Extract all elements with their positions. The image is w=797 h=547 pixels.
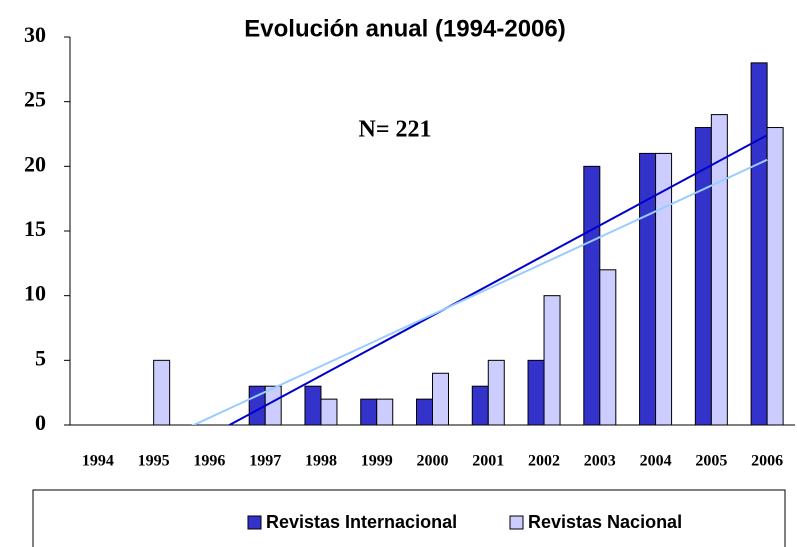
bar (527, 359, 545, 426)
y-tick-label: 30 (24, 22, 46, 47)
bar (750, 62, 768, 426)
legend-label: Revistas Nacional (528, 512, 682, 532)
bar (304, 385, 322, 426)
annotation: N= 221 (358, 117, 431, 143)
x-tick-label: 1994 (82, 453, 114, 470)
y-tick-label: 20 (24, 151, 46, 176)
bar (639, 152, 657, 426)
x-tick-label: 2005 (695, 453, 727, 470)
y-tick-label: 25 (24, 87, 46, 112)
bar (583, 165, 601, 426)
bar (360, 398, 378, 426)
bar (543, 295, 561, 426)
x-tick-label: 1998 (305, 453, 337, 470)
y-tick-label: 15 (24, 216, 46, 241)
trendline (191, 158, 768, 425)
y-tick-label: 5 (35, 345, 46, 370)
chart-title: Evolución anual (1994-2006) (244, 15, 565, 42)
legend-box (32, 489, 786, 547)
x-tick-label: 2004 (640, 453, 672, 470)
x-tick-label: 2003 (584, 453, 616, 470)
x-tick-label: 1999 (361, 453, 393, 470)
x-tick-label: 1995 (138, 453, 170, 470)
bar (320, 398, 338, 426)
legend-swatch (509, 515, 524, 530)
bar (487, 359, 505, 426)
y-tick-label: 0 (35, 410, 46, 435)
bar (766, 127, 784, 426)
x-tick-label: 2001 (472, 453, 504, 470)
x-tick-label: 1997 (249, 453, 281, 470)
x-tick-label: 2006 (751, 453, 783, 470)
bar (264, 385, 282, 426)
bar (599, 269, 617, 426)
y-tick-label: 10 (24, 281, 46, 306)
legend-swatch (247, 515, 262, 530)
bar (376, 398, 394, 426)
bar (153, 359, 171, 426)
trendlines (191, 134, 768, 425)
x-tick-label: 1996 (193, 453, 225, 470)
bar (471, 385, 489, 426)
legend-label: Revistas Internacional (266, 512, 457, 532)
bar (432, 372, 449, 426)
bar (416, 398, 433, 426)
x-tick-label: 2000 (417, 453, 449, 470)
x-tick-label: 2002 (528, 453, 560, 470)
